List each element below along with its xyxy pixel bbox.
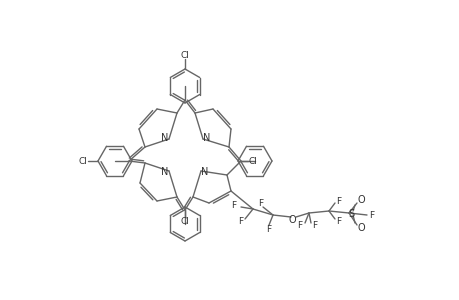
Text: F: F	[238, 218, 243, 226]
Text: F: F	[336, 217, 341, 226]
Text: N: N	[161, 133, 168, 143]
Text: Cl: Cl	[180, 50, 189, 59]
Text: F: F	[297, 221, 302, 230]
Text: N: N	[201, 167, 208, 177]
Text: O: O	[356, 223, 364, 233]
Text: S: S	[347, 209, 353, 219]
Text: Cl: Cl	[248, 157, 257, 166]
Text: O: O	[356, 195, 364, 205]
Text: F: F	[336, 196, 341, 206]
Text: F: F	[369, 211, 374, 220]
Text: Cl: Cl	[180, 217, 189, 226]
Text: F: F	[312, 221, 317, 230]
Text: N: N	[161, 167, 168, 177]
Text: O: O	[287, 215, 295, 225]
Text: F: F	[258, 199, 263, 208]
Text: F: F	[231, 202, 236, 211]
Text: Cl: Cl	[78, 157, 87, 166]
Text: N: N	[203, 133, 210, 143]
Text: F: F	[266, 224, 271, 233]
